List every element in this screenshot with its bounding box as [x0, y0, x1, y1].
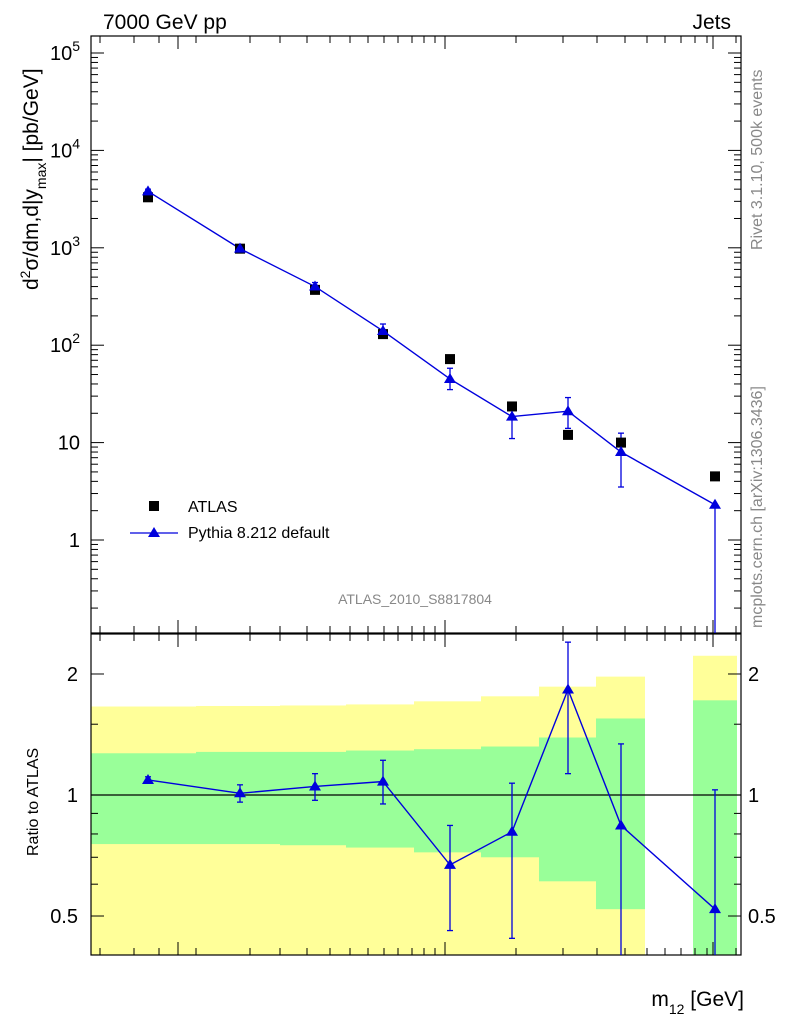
main-y-tick-label: 103	[50, 233, 80, 260]
main-y-tick-label: 104	[50, 135, 80, 162]
mc-point	[444, 372, 456, 383]
ratio-tick-label: 2	[67, 664, 78, 686]
mc-line	[147, 190, 716, 506]
ratio-point	[562, 683, 574, 694]
main-frame	[90, 35, 742, 634]
main-y-tick-label: 1	[69, 530, 80, 552]
x-axis-label: m12 [GeV]	[651, 988, 744, 1017]
ratio-uncertainty-bands	[91, 655, 737, 955]
ratio-y-axis-label: Ratio to ATLAS	[25, 748, 42, 856]
legend-mc-marker	[148, 527, 160, 537]
ratio-point	[234, 787, 246, 798]
axes: 1 10 102 103 104 105 0.5 0.5 1 1 2 2	[50, 35, 776, 956]
main-y-tick-label: 105	[50, 38, 80, 65]
rivet-info: Rivet 3.1.10, 500k events	[749, 69, 766, 250]
mc-point	[562, 405, 574, 416]
mc-point	[615, 446, 627, 457]
header-process-label: Jets	[692, 11, 731, 34]
band-inner	[481, 746, 539, 858]
atlas-point	[445, 354, 455, 365]
ratio-point	[142, 773, 154, 784]
main-y-label-sub: max	[33, 163, 49, 189]
band-inner	[196, 751, 280, 845]
atlas-point	[563, 429, 573, 440]
ratio-point	[377, 775, 389, 786]
main-y-axis-label: d2σ/dm,d|ymax| [pb/GeV]	[17, 68, 49, 290]
mc-point	[142, 185, 154, 196]
mc-point	[506, 410, 518, 421]
header-energy-label: 7000 GeV pp	[103, 11, 227, 34]
atlas-point	[710, 471, 720, 482]
ratio-point	[444, 858, 456, 869]
mc-point	[309, 280, 321, 291]
band-inner	[346, 750, 414, 848]
mcplots-info: mcplots.cern.ch [arXiv:1306.3436]	[749, 386, 766, 628]
band-inner	[91, 753, 196, 845]
main-plot-data	[142, 185, 721, 633]
ratio-point	[309, 780, 321, 791]
main-y-tick-label: 10	[58, 433, 80, 455]
ratio-point	[709, 903, 721, 914]
ratio-point	[615, 819, 627, 830]
main-y-tick-label: 102	[50, 330, 80, 357]
analysis-id-label: ATLAS_2010_S8817804	[338, 591, 492, 607]
ratio-tick-label: 0.5	[50, 906, 78, 928]
mc-point	[234, 242, 246, 253]
x-label-sub: 12	[669, 1001, 685, 1017]
legend-data-marker	[149, 501, 159, 511]
atlas-point	[616, 437, 626, 448]
band-inner	[280, 751, 346, 846]
mc-point	[377, 324, 389, 335]
ratio-tick-label-right: 2	[748, 664, 759, 686]
mc-point	[709, 498, 721, 509]
atlas-point	[143, 192, 153, 203]
main-y-label-exp: 2	[17, 270, 33, 278]
band-inner	[414, 749, 481, 853]
ratio-point	[506, 825, 518, 836]
ratio-plot-data	[142, 641, 721, 955]
ratio-tick-label-right: 1	[748, 785, 759, 807]
legend-mc-label: Pythia 8.212 default	[188, 525, 330, 542]
legend-data-label: ATLAS	[188, 499, 238, 516]
atlas-point	[507, 401, 517, 412]
ratio-tick-label: 1	[67, 785, 78, 807]
ratio-tick-label-right: 0.5	[748, 906, 776, 928]
